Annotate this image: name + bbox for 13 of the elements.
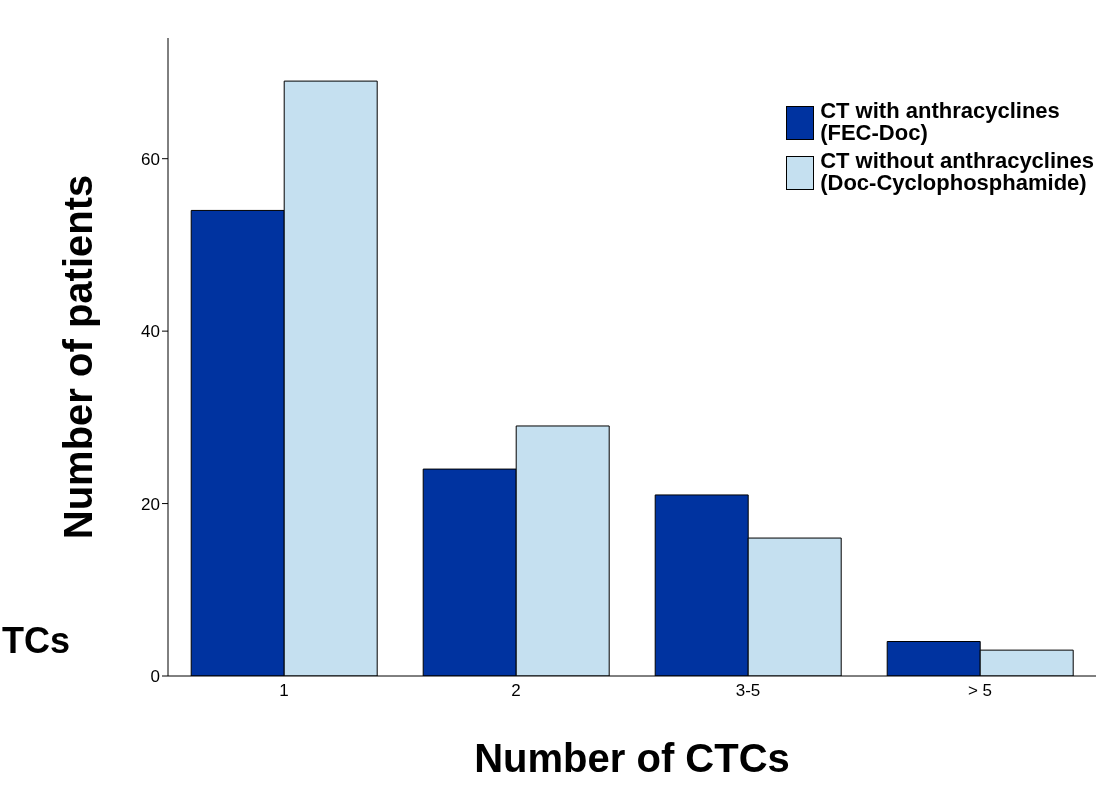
legend-label: CT without anthracyclines (Doc-Cyclophosphamide) [820,148,1094,195]
legend-label: CT with anthracyclines (FEC-Doc) [820,98,1060,145]
y-tick-label: 40 [141,322,160,342]
y-axis-title: Number of patients [56,174,101,540]
text: TCs [2,620,71,662]
x-tick-label: 2 [511,681,521,701]
x-axis-title: Number of CTCs [474,736,790,780]
x-tick-label: 1 [279,681,289,701]
x-tick-label: > 5 [967,681,993,701]
y-tick-label: 20 [141,494,160,514]
x-tick-label: 3-5 [735,681,761,701]
y-tick-label: 60 [141,149,160,169]
y-tick-label: 0 [150,667,160,687]
